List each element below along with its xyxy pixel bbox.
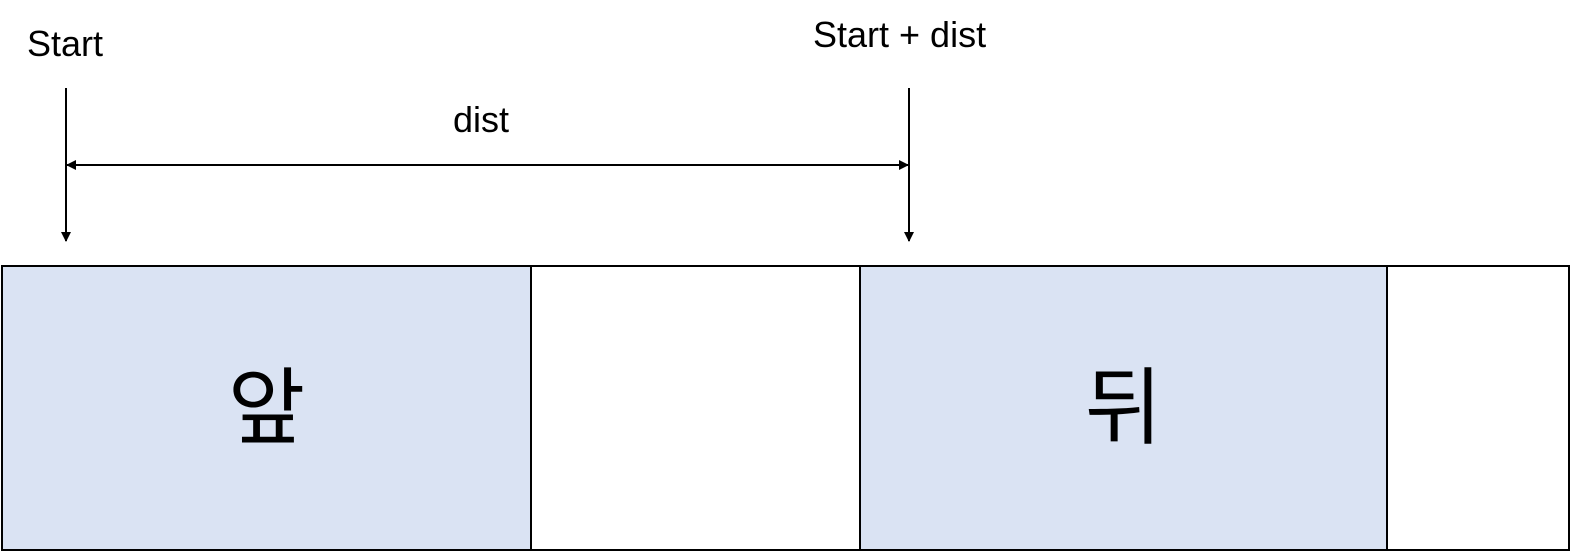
cell-back: 뒤	[859, 267, 1386, 549]
cell-front: 앞	[3, 267, 530, 549]
start-plus-dist-label: Start + dist	[813, 14, 987, 55]
cell-gap	[530, 267, 859, 549]
dist-label: dist	[453, 99, 510, 140]
start-label: Start	[27, 23, 104, 64]
cell-tail	[1386, 267, 1568, 549]
buffer-strip: 앞 뒤	[1, 265, 1570, 551]
